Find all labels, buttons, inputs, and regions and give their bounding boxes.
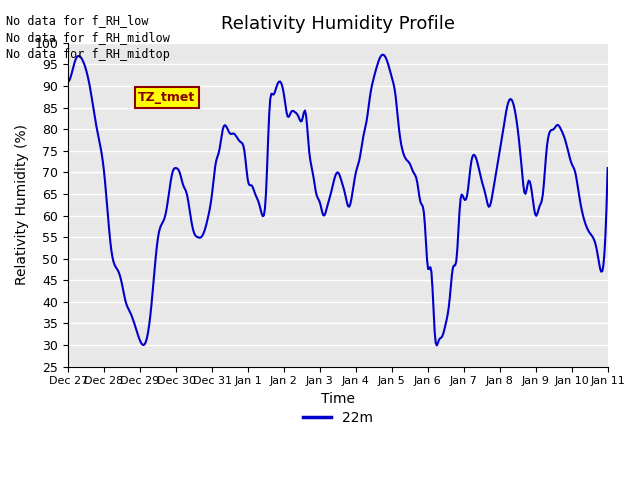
Y-axis label: Relativity Humidity (%): Relativity Humidity (%) [15,124,29,285]
Text: TZ_tmet: TZ_tmet [138,91,196,104]
X-axis label: Time: Time [321,392,355,406]
Text: No data for f_RH_midlow: No data for f_RH_midlow [6,31,170,44]
Legend: 22m: 22m [298,406,378,431]
Text: No data for f_RH_low: No data for f_RH_low [6,14,149,27]
Text: No data for f_RH_midtop: No data for f_RH_midtop [6,48,170,61]
Title: Relativity Humidity Profile: Relativity Humidity Profile [221,15,455,33]
